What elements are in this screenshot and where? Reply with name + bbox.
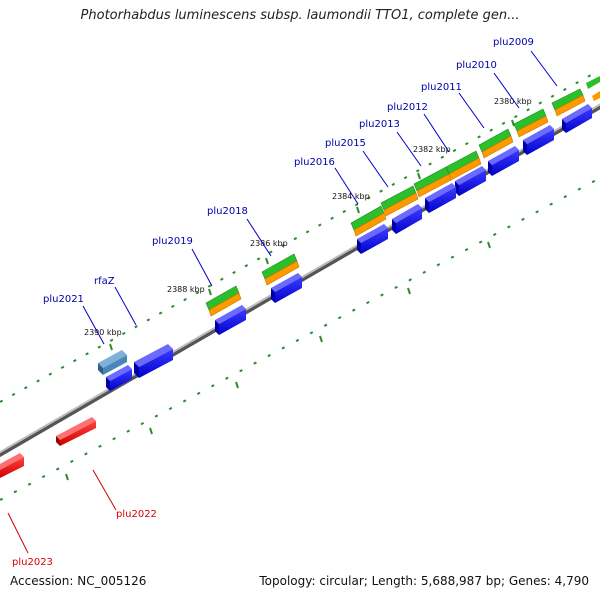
- scale-label-2388: 2388 kbp: [167, 285, 205, 294]
- gene-label-plu2012: plu2012: [387, 102, 428, 113]
- map-title: Photorhabdus luminescens subsp. laumondi…: [80, 8, 520, 23]
- gene-feature-plu2019[interactable]: [205, 285, 242, 317]
- forward-cds-blocks[interactable]: [106, 104, 592, 391]
- cds-block-plu2019[interactable]: [215, 305, 246, 335]
- cds-block-plu2011[interactable]: [488, 146, 519, 176]
- gene-label-plu2016: plu2016: [294, 157, 335, 168]
- cds-block-rfaZ[interactable]: [134, 344, 173, 378]
- gene-label-plu2011: plu2011: [421, 82, 462, 93]
- gene-feature-plu2011[interactable]: [478, 128, 514, 159]
- scale-label-2382: 2382 kbp: [413, 145, 451, 154]
- gene-label-plu2023: plu2023: [12, 557, 53, 568]
- edge-markers: [586, 76, 600, 101]
- gene-label-plu2019: plu2019: [152, 236, 193, 247]
- scale-label-2384: 2384 kbp: [332, 192, 370, 201]
- gene-label-plu2009: plu2009: [493, 37, 534, 48]
- gene-feature-plu2015[interactable]: [380, 185, 419, 217]
- forward-gene-labels: plu2009 plu2010 plu2011 plu2012 plu2013 …: [43, 37, 534, 305]
- cds-block-plu2009[interactable]: [562, 104, 592, 133]
- scale-labels: 2380 kbp 2382 kbp 2384 kbp 2386 kbp 2388…: [84, 97, 532, 337]
- gene-feature-plu2013[interactable]: [413, 166, 452, 198]
- reverse-gene-labels: plu2022 plu2023: [12, 509, 157, 568]
- gene-label-rfaZ: rfaZ: [94, 276, 115, 287]
- gene-label-plu2013: plu2013: [359, 119, 400, 130]
- gene-feature-plu2016[interactable]: [350, 205, 387, 237]
- reverse-leaders: [7, 469, 117, 554]
- scale-label-2390: 2390 kbp: [84, 328, 122, 337]
- cds-block-plu2021[interactable]: [106, 365, 132, 391]
- gene-label-plu2021: plu2021: [43, 294, 84, 305]
- accession-label: Accession: NC_005126: [10, 574, 147, 588]
- rna-feature-plu2021[interactable]: [98, 350, 127, 375]
- genome-summary-label: Topology: circular; Length: 5,688,987 bp…: [259, 574, 589, 588]
- gene-label-plu2018: plu2018: [207, 206, 248, 217]
- gene-feature-plu2010[interactable]: [513, 108, 549, 138]
- cds-block-plu2013[interactable]: [425, 183, 456, 213]
- gene-feature-plu2018[interactable]: [261, 253, 300, 286]
- cds-block-plu2022[interactable]: [56, 417, 96, 446]
- scale-ticks: [65, 119, 515, 481]
- cds-block-plu2015[interactable]: [392, 204, 422, 234]
- gene-label-plu2015: plu2015: [325, 138, 366, 149]
- scale-label-2380: 2380 kbp: [494, 97, 532, 106]
- forward-leaders: [82, 50, 558, 345]
- reverse-cds-blocks[interactable]: [0, 417, 96, 478]
- outer-dot-track: [0, 69, 600, 403]
- gene-feature-bars[interactable]: [205, 88, 586, 317]
- cds-block-plu2016[interactable]: [357, 224, 388, 254]
- cds-block-plu2023[interactable]: [0, 453, 24, 478]
- gene-feature-plu2009[interactable]: [551, 88, 586, 117]
- cds-block-plu2018[interactable]: [271, 273, 302, 303]
- gene-label-plu2022: plu2022: [116, 509, 157, 520]
- scale-label-2386: 2386 kbp: [250, 239, 288, 248]
- cds-block-plu2010[interactable]: [523, 125, 554, 155]
- inner-dot-track: [0, 177, 600, 501]
- gene-label-plu2010: plu2010: [456, 60, 497, 71]
